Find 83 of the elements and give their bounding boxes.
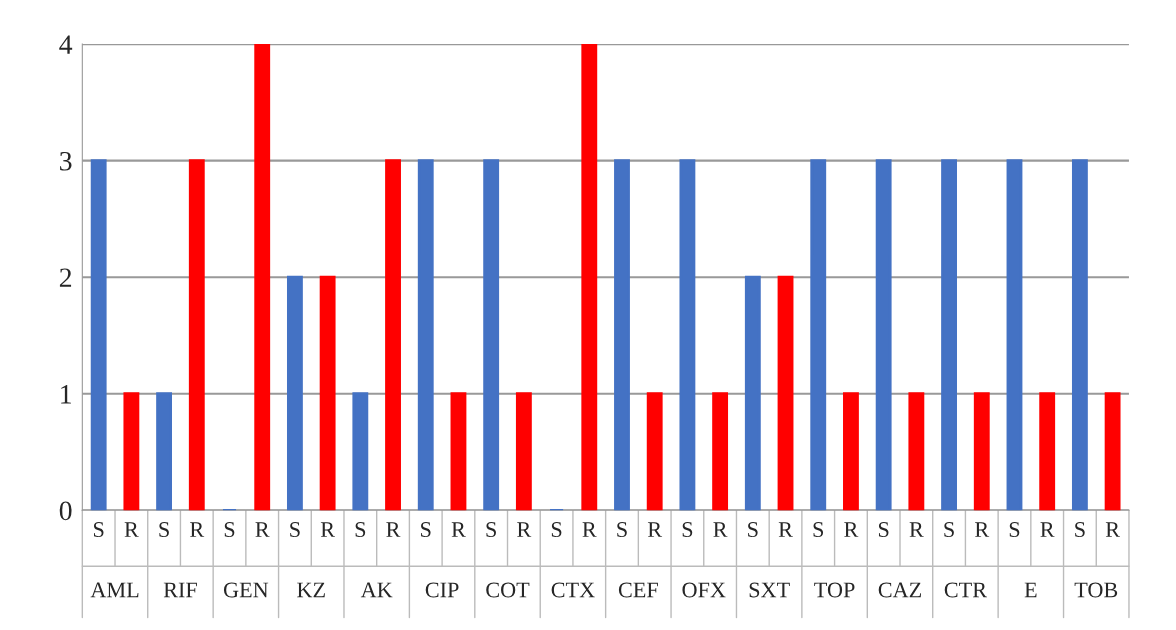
bar bbox=[515, 392, 532, 511]
text: COT bbox=[486, 582, 530, 598]
x-tick-label: S bbox=[748, 522, 758, 538]
bar bbox=[777, 275, 794, 511]
x-tick-label: R bbox=[582, 522, 597, 537]
text: AK bbox=[360, 582, 393, 598]
x-tick-label: S bbox=[813, 522, 824, 538]
text: GEN bbox=[223, 582, 269, 598]
x-tick-label: S bbox=[551, 522, 562, 538]
bar bbox=[450, 392, 467, 511]
text: KZ bbox=[297, 582, 325, 598]
text: OFX bbox=[682, 582, 726, 598]
y-tick-label: 0 bbox=[59, 501, 72, 521]
x-tick-label: R bbox=[386, 522, 401, 537]
x-tick-label: S bbox=[93, 522, 104, 538]
bar bbox=[286, 275, 303, 511]
bar bbox=[188, 159, 205, 511]
x-tick-label: S bbox=[682, 522, 693, 538]
x-tick-label: R bbox=[124, 522, 139, 537]
bar bbox=[973, 392, 990, 511]
bar bbox=[712, 392, 729, 511]
bar bbox=[614, 159, 630, 511]
x-tick-label: S bbox=[944, 522, 954, 538]
bar bbox=[810, 159, 827, 511]
bar bbox=[123, 392, 140, 511]
x-tick-label: S bbox=[486, 522, 496, 538]
x-tick-label: S bbox=[224, 522, 235, 538]
y-tick-label: 4 bbox=[59, 35, 73, 54]
bar bbox=[1006, 159, 1023, 511]
text: AML bbox=[90, 582, 139, 598]
bar bbox=[679, 159, 696, 511]
bar bbox=[90, 159, 107, 511]
bar bbox=[908, 392, 925, 511]
bar bbox=[1071, 159, 1088, 511]
x-tick-label: S bbox=[1075, 522, 1085, 538]
text: TOB bbox=[1074, 582, 1118, 598]
bar bbox=[744, 275, 761, 511]
bar bbox=[646, 392, 663, 511]
text: CTX bbox=[551, 582, 595, 598]
bar bbox=[254, 44, 271, 511]
text: RIF bbox=[163, 582, 197, 598]
y-tick-label: 3 bbox=[60, 151, 72, 171]
bar bbox=[581, 44, 598, 511]
x-tick-label: S bbox=[617, 522, 627, 538]
text: CTR bbox=[944, 582, 987, 598]
x-tick-label: R bbox=[909, 522, 924, 537]
bar bbox=[483, 159, 500, 511]
x-tick-label: R bbox=[975, 522, 990, 537]
bar bbox=[352, 392, 369, 511]
x-tick-label: S bbox=[290, 522, 300, 538]
bar bbox=[875, 159, 892, 511]
bar bbox=[941, 159, 957, 511]
bar bbox=[156, 392, 173, 511]
x-tick-label: R bbox=[320, 522, 335, 537]
x-tick-label: S bbox=[355, 522, 366, 538]
text: E bbox=[1024, 582, 1037, 598]
x-tick-label: R bbox=[451, 522, 466, 537]
bar bbox=[1039, 392, 1056, 511]
x-tick-label: S bbox=[1009, 522, 1020, 538]
text: CEF bbox=[618, 582, 658, 598]
x-tick-label: R bbox=[1105, 522, 1120, 537]
bar bbox=[1104, 392, 1121, 511]
x-tick-label: R bbox=[647, 522, 663, 537]
x-tick-label: R bbox=[778, 522, 793, 537]
text: CIP bbox=[425, 582, 459, 598]
y-tick-label: 2 bbox=[59, 268, 72, 287]
x-tick-label: R bbox=[844, 522, 859, 537]
x-tick-label: S bbox=[421, 522, 431, 538]
x-tick-label: R bbox=[255, 522, 270, 537]
x-tick-label: S bbox=[159, 522, 169, 538]
bar bbox=[385, 159, 401, 511]
bar bbox=[319, 275, 336, 511]
x-tick-label: R bbox=[713, 522, 728, 537]
bar bbox=[843, 392, 859, 511]
y-tick-label: 1 bbox=[61, 385, 71, 404]
text: TOP bbox=[814, 582, 855, 598]
bar bbox=[417, 159, 434, 511]
x-tick-label: R bbox=[1040, 522, 1055, 537]
x-tick-label: S bbox=[878, 522, 889, 538]
text: SXT bbox=[749, 582, 790, 598]
x-tick-label: R bbox=[517, 522, 532, 537]
text: CAZ bbox=[878, 582, 922, 598]
x-tick-label: R bbox=[190, 522, 205, 537]
